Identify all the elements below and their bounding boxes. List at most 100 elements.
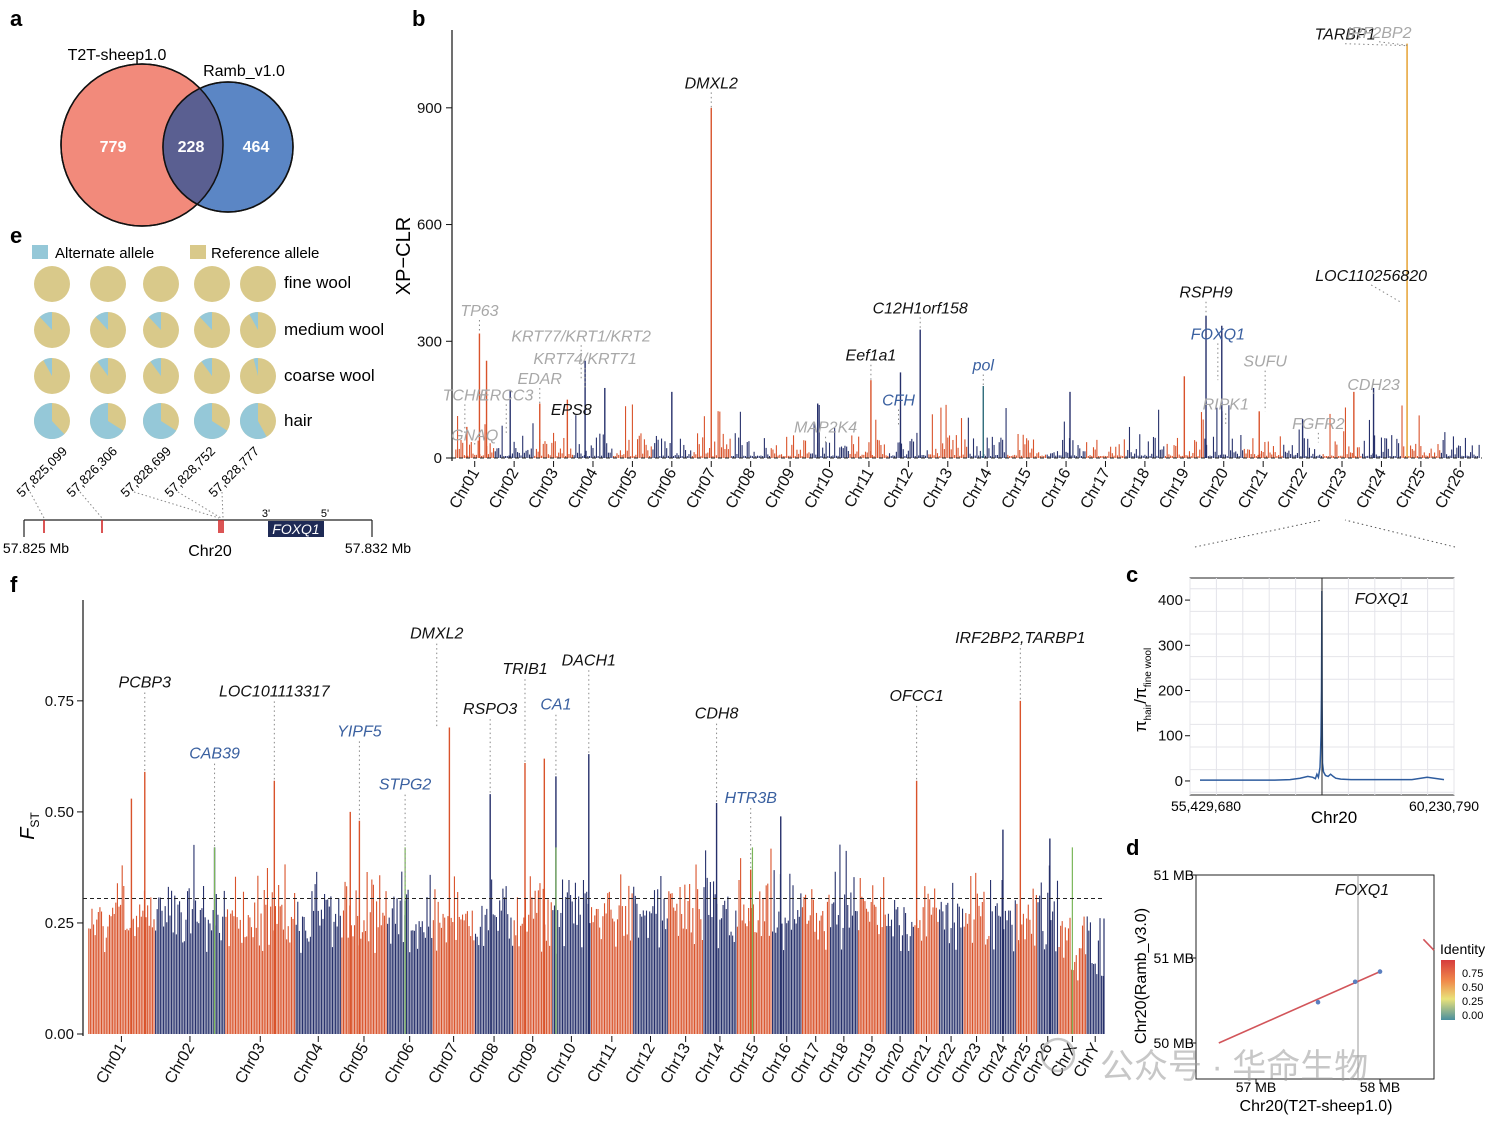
fst-chr-label: Chr10 — [543, 1040, 580, 1086]
pie-alt-slice — [95, 312, 108, 330]
xpclr-gene-label: TARBP1 — [1315, 27, 1376, 44]
fst-gene-label: HTR3B — [724, 790, 777, 807]
xpclr-y-tick-label: 0 — [434, 450, 442, 467]
xpclr-chr-label: Chr16 — [1038, 465, 1075, 511]
fst-chr-label: Chr09 — [505, 1040, 542, 1086]
venn-left-label: T2T-sheep1.0 — [68, 47, 167, 64]
xpclr-chr-label: Chr14 — [959, 465, 996, 511]
synteny-dot-plot: FOXQ1 51 MB 51 MB 50 MB 57 MB 58 MB Chr2… — [1133, 867, 1485, 1115]
xpclr-gene-label: TP63 — [460, 303, 498, 320]
xpclr-gene-leader — [1378, 41, 1410, 47]
pie-alt-slice — [90, 403, 124, 440]
xpclr-chr-label: Chr13 — [920, 465, 957, 511]
xpclr-chr-label: Chr08 — [723, 465, 760, 511]
fst-gene-label: IRF2BP2,TARBP1 — [955, 630, 1085, 647]
xpclr-y-axis-label: XP−CLR — [393, 217, 415, 295]
pie-alt-slice — [43, 358, 52, 376]
panel-label-a: a — [10, 6, 23, 31]
foxq1-gene-label: FOXQ1 — [272, 521, 319, 537]
xpclr-gene-label: LOC110256820 — [1315, 268, 1427, 285]
xpclr-gene-label: IRF2BP2 — [1347, 25, 1412, 42]
xpclr-gene-label: pol — [972, 357, 995, 374]
fst-chr-label: Chr04 — [290, 1040, 327, 1086]
xpclr-chr-label: Chr04 — [565, 465, 602, 511]
pie-ref-slice — [34, 266, 70, 302]
d-alignment-segment — [1422, 938, 1435, 951]
venn-overlap-region — [163, 88, 223, 205]
xpclr-gene-label: KRT77/KRT1/KRT2 — [511, 328, 651, 345]
d-alignment-point — [1315, 999, 1321, 1005]
locus-end-label: 57.832 Mb — [345, 540, 411, 556]
xpclr-y-tick-label: 600 — [417, 217, 442, 234]
c-x-tick-start: 55,429,680 — [1171, 798, 1241, 814]
xpclr-gene-label: C12H1orf158 — [873, 300, 968, 317]
pie-alt-slice — [199, 312, 212, 330]
xpclr-chr-label: Chr26 — [1432, 465, 1469, 511]
legend-label-alt: Alternate allele — [55, 245, 154, 262]
fst-y-axis-label: FST — [17, 812, 42, 840]
xpclr-gene-label: FGFR2 — [1292, 416, 1345, 433]
xpclr-chr-label: Chr01 — [447, 465, 484, 511]
xpclr-gene-label: ERCC3 — [479, 387, 533, 404]
xpclr-chr-label: Chr07 — [683, 465, 720, 511]
venn-right-count: 464 — [243, 139, 270, 156]
xpclr-gene-label: RIPK1 — [1203, 396, 1249, 413]
allele-pie-grid: Alternate allele Reference allele fine w… — [32, 245, 384, 440]
xpclr-gene-label: SUFU — [1243, 354, 1287, 371]
panel-label-b: b — [412, 6, 425, 31]
pie-row-label-coarse-wool: coarse wool — [284, 366, 375, 385]
fst-chr-label: Chr12 — [622, 1040, 659, 1086]
pie-alt-slice — [150, 358, 161, 376]
pie-row-label-hair: hair — [284, 411, 313, 430]
xpclr-gene-label: KRT74/KRT71 — [533, 351, 636, 368]
pie-row-label-medium-wool: medium wool — [284, 320, 384, 339]
pie-alt-slice — [194, 403, 228, 440]
fst-gene-label: LOC101113317 — [219, 683, 331, 700]
pie-alt-slice — [249, 312, 258, 330]
panel-label-d: d — [1126, 835, 1139, 860]
xpclr-chr-label: Chr11 — [841, 465, 877, 510]
d-alignment-segment — [1218, 970, 1381, 1044]
d-identity-colorbar — [1441, 960, 1455, 1020]
xpclr-gene-leader — [1370, 284, 1402, 303]
c-y-tick-label: 100 — [1158, 728, 1183, 745]
fst-gene-label: RSPO3 — [463, 701, 517, 718]
zoom-connector-left — [1194, 519, 1323, 548]
fst-chr-label: Chr02 — [162, 1040, 199, 1086]
legend-swatch-ref — [190, 245, 206, 259]
venn-left-count: 779 — [100, 139, 127, 156]
venn-left-outline — [60, 63, 224, 227]
c-foxq1-annotation: FOXQ1 — [1355, 591, 1409, 608]
xpclr-chr-label: Chr02 — [486, 465, 523, 511]
xpclr-y-tick-label: 900 — [417, 100, 442, 117]
fst-y-label-f: F — [17, 826, 39, 840]
fst-gene-label: CAB39 — [189, 746, 240, 763]
xpclr-chr-label: Chr10 — [801, 465, 838, 511]
pi-ratio-line-plot: 0 100 200 300 400 FOXQ1 55,429,680 60,230,79… — [1131, 577, 1479, 827]
fst-y-tick-label: 0.25 — [45, 915, 74, 932]
d-y-axis-label: Chr20(Ramb_v3.0) — [1133, 908, 1150, 1044]
pie-ref-slice — [240, 266, 276, 302]
venn-right-outline — [162, 81, 294, 213]
five-prime-label: 5' — [321, 508, 329, 520]
xpclr-gene-label: Eef1a1 — [846, 348, 897, 365]
snp-position-1: 57,825,099 — [14, 443, 71, 500]
fst-gene-label: DMXL2 — [410, 626, 463, 643]
fst-gene-label: CA1 — [540, 697, 571, 714]
d-legend-title: Identity — [1440, 941, 1485, 957]
locus-start-label: 57.825 Mb — [3, 540, 69, 556]
fst-chr-label: Chr15 — [726, 1040, 763, 1086]
pie-alt-slice — [143, 403, 177, 440]
venn-diagram: T2T-sheep1.0 Ramb_v1.0 779 228 464 — [60, 47, 294, 227]
pie-ref-slice — [90, 266, 126, 302]
venn-right-label: Ramb_v1.0 — [203, 63, 285, 80]
xpclr-gene-label: MAP2K4 — [794, 420, 857, 437]
xpclr-gene-label: CFH — [882, 392, 915, 409]
pie-alt-slice — [148, 312, 161, 330]
d-y-tick-3: 50 MB — [1154, 1035, 1194, 1051]
locus-chrom-label: Chr20 — [188, 543, 232, 560]
fst-gene-label: DACH1 — [562, 652, 616, 669]
fst-chr-label: Chr03 — [232, 1040, 269, 1086]
